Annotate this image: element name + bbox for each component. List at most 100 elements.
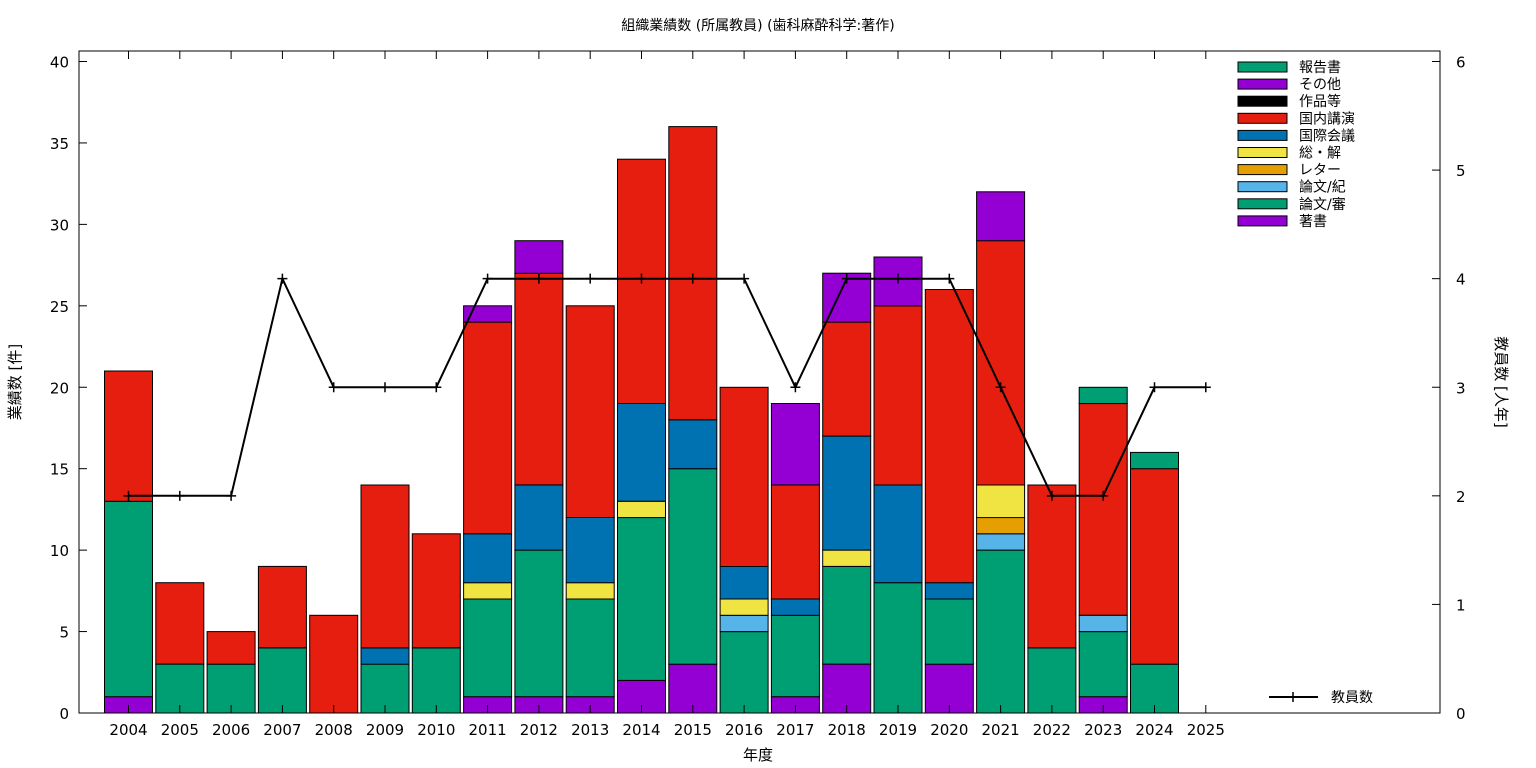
x-tick-label-2006: 2006 bbox=[212, 721, 250, 739]
x-tick-label-2017: 2017 bbox=[776, 721, 814, 739]
line-point-2020 bbox=[944, 273, 955, 284]
bar-2021-論文/紀 bbox=[976, 533, 1026, 551]
bar-2004-論文/審 bbox=[104, 500, 153, 698]
bar-2005-国内講演 bbox=[155, 582, 205, 665]
x-tick-label-2005: 2005 bbox=[161, 721, 199, 739]
bar-2017-国際会議 bbox=[770, 598, 820, 616]
bar-2015-論文/審 bbox=[668, 468, 718, 665]
y2-tick-label-2: 2 bbox=[1456, 488, 1466, 506]
y2-tick-label-1: 1 bbox=[1456, 596, 1466, 614]
legend-swatch-国際会議 bbox=[1237, 129, 1288, 141]
bar-2011-国際会議 bbox=[463, 533, 513, 584]
x-tick-label-2021: 2021 bbox=[982, 721, 1020, 739]
line-point-2017 bbox=[790, 382, 801, 393]
legend-label-教員数: 教員数 bbox=[1331, 690, 1373, 706]
line-point-2022 bbox=[1046, 490, 1057, 501]
legend-swatch-報告書 bbox=[1237, 61, 1288, 73]
bar-2011-その他 bbox=[463, 305, 513, 323]
y2-tick-label-5: 5 bbox=[1456, 162, 1466, 180]
bar-2021-レター bbox=[976, 517, 1026, 535]
bar-2007-国内講演 bbox=[257, 565, 307, 649]
y-tick-label-0: 0 bbox=[59, 705, 69, 723]
line-point-2025 bbox=[1200, 382, 1211, 393]
legend-label-報告書: 報告書 bbox=[1299, 60, 1341, 76]
legend-label-国内講演: 国内講演 bbox=[1299, 111, 1355, 127]
x-tick-label-2019: 2019 bbox=[879, 721, 917, 739]
x-tick-label-2013: 2013 bbox=[571, 721, 609, 739]
legend-label-論文/審: 論文/審 bbox=[1299, 197, 1346, 213]
bar-2006-国内講演 bbox=[206, 631, 256, 665]
bar-2021-国内講演 bbox=[976, 240, 1026, 486]
bar-2016-総・解 bbox=[719, 598, 769, 616]
bar-2018-著書 bbox=[822, 663, 872, 714]
bar-2018-国際会議 bbox=[822, 435, 872, 551]
bar-2018-国内講演 bbox=[822, 321, 872, 437]
y-tick-label-10: 10 bbox=[50, 542, 69, 560]
line-point-2014 bbox=[636, 273, 647, 284]
x-tick-label-2023: 2023 bbox=[1084, 721, 1122, 739]
y-tick-label-5: 5 bbox=[59, 624, 69, 642]
bar-2024-報告書 bbox=[1130, 451, 1179, 470]
bar-2019-国内講演 bbox=[873, 305, 923, 486]
legend-label-レター: レター bbox=[1299, 163, 1341, 179]
bar-2009-国内講演 bbox=[360, 484, 410, 649]
bar-2013-論文/審 bbox=[565, 598, 615, 698]
y-tick-label-20: 20 bbox=[50, 379, 69, 397]
bar-2022-国内講演 bbox=[1027, 484, 1077, 649]
legend-label-国際会議: 国際会議 bbox=[1299, 127, 1355, 144]
legend-swatch-著書 bbox=[1237, 215, 1288, 227]
y-tick-label-40: 40 bbox=[50, 54, 69, 72]
legend-swatch-論文/審 bbox=[1237, 198, 1288, 210]
bar-2013-国際会議 bbox=[565, 517, 615, 584]
bar-2018-総・解 bbox=[822, 549, 872, 567]
x-tick-label-2020: 2020 bbox=[930, 721, 968, 739]
bar-2021-論文/審 bbox=[976, 549, 1026, 714]
x-tick-label-2016: 2016 bbox=[725, 721, 763, 739]
bar-2023-報告書 bbox=[1078, 386, 1128, 405]
bar-2020-論文/審 bbox=[924, 598, 974, 665]
bar-2016-国際会議 bbox=[719, 565, 769, 600]
x-tick-label-2009: 2009 bbox=[366, 721, 404, 739]
line-point-2008 bbox=[328, 382, 339, 393]
legend-swatch-総・解 bbox=[1237, 147, 1288, 158]
bar-2012-その他 bbox=[514, 240, 564, 274]
bar-2012-国内講演 bbox=[514, 272, 564, 486]
x-tick-label-2012: 2012 bbox=[520, 721, 558, 739]
line-point-2006 bbox=[226, 490, 237, 501]
line-point-2012 bbox=[533, 273, 544, 284]
chart-title: 組織業績数 (所属教員) (歯科麻酔科学:著作) bbox=[621, 18, 894, 34]
bar-2024-国内講演 bbox=[1130, 468, 1179, 665]
legend-swatch-その他 bbox=[1237, 78, 1288, 90]
y2-axis-label: 教員数 [人年] bbox=[1492, 336, 1510, 427]
line-point-2018 bbox=[841, 273, 852, 284]
line-point-2015 bbox=[687, 273, 698, 284]
x-tick-label-2010: 2010 bbox=[417, 721, 455, 739]
bar-2004-国内講演 bbox=[104, 370, 153, 502]
bar-2010-国内講演 bbox=[411, 533, 461, 649]
plot-frame bbox=[78, 50, 1441, 714]
y-axis-label: 業績数 [件] bbox=[6, 344, 24, 420]
bar-2016-論文/紀 bbox=[719, 614, 769, 633]
bar-2017-国内講演 bbox=[770, 484, 820, 600]
bar-2010-論文/審 bbox=[411, 647, 461, 714]
bar-2014-総・解 bbox=[617, 500, 666, 519]
legend-label-作品等: 作品等 bbox=[1299, 93, 1341, 110]
bar-2020-著書 bbox=[924, 663, 974, 714]
bar-2023-論文/審 bbox=[1078, 631, 1128, 698]
bar-2015-国内講演 bbox=[668, 126, 718, 421]
bar-2017-論文/審 bbox=[770, 614, 820, 698]
x-tick-label-2014: 2014 bbox=[622, 721, 660, 739]
bar-2020-国際会議 bbox=[924, 582, 974, 600]
y-tick-label-15: 15 bbox=[50, 461, 69, 479]
bar-2009-国際会議 bbox=[360, 647, 410, 665]
bar-2022-論文/審 bbox=[1027, 647, 1077, 714]
line-group bbox=[123, 273, 1211, 501]
bar-2014-国際会議 bbox=[617, 403, 666, 502]
bar-2013-国内講演 bbox=[565, 305, 615, 518]
bar-2011-論文/審 bbox=[463, 598, 513, 698]
line-point-2019 bbox=[893, 273, 903, 284]
bar-2016-論文/審 bbox=[719, 631, 769, 714]
x-tick-label-2024: 2024 bbox=[1135, 721, 1173, 739]
